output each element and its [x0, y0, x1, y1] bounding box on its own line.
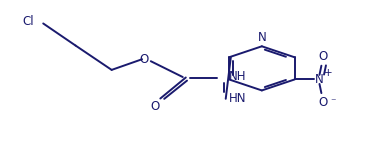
Text: O: O: [319, 50, 328, 63]
Text: O: O: [139, 53, 149, 66]
Text: Cl: Cl: [22, 15, 34, 28]
Text: O: O: [151, 100, 160, 113]
Text: ⁻: ⁻: [330, 97, 336, 107]
Text: O: O: [319, 97, 328, 109]
Text: +: +: [324, 68, 332, 78]
Text: N: N: [315, 73, 324, 86]
Text: HN: HN: [228, 92, 246, 105]
Text: NH: NH: [228, 70, 246, 83]
Text: N: N: [257, 31, 266, 44]
